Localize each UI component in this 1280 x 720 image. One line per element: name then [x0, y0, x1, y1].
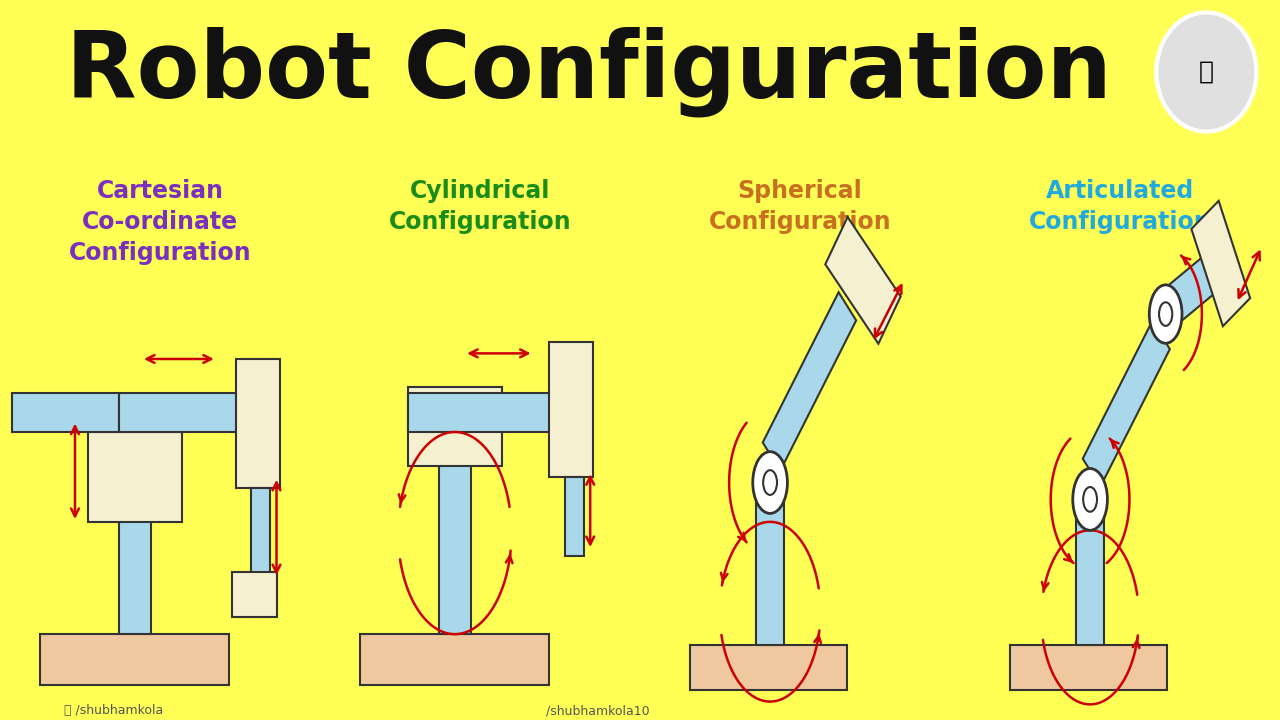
Circle shape — [1156, 12, 1257, 132]
FancyBboxPatch shape — [756, 488, 785, 645]
FancyBboxPatch shape — [12, 392, 119, 432]
Text: 🐦 /shubhamkola: 🐦 /shubhamkola — [64, 704, 164, 718]
Text: 👤: 👤 — [1199, 60, 1213, 84]
Text: Cartesian
Co-ordinate
Configuration: Cartesian Co-ordinate Configuration — [69, 179, 251, 264]
FancyBboxPatch shape — [549, 342, 594, 477]
FancyBboxPatch shape — [236, 359, 279, 488]
Text: Articulated
Configuration: Articulated Configuration — [1029, 179, 1211, 234]
FancyBboxPatch shape — [233, 572, 276, 617]
FancyBboxPatch shape — [407, 392, 571, 432]
Text: /shubhamkola10: /shubhamkola10 — [538, 704, 649, 718]
FancyBboxPatch shape — [119, 392, 261, 432]
FancyBboxPatch shape — [1076, 510, 1105, 645]
Polygon shape — [826, 217, 901, 343]
Circle shape — [1073, 469, 1107, 530]
Polygon shape — [1152, 235, 1239, 337]
FancyBboxPatch shape — [690, 645, 847, 690]
FancyBboxPatch shape — [361, 634, 549, 685]
FancyBboxPatch shape — [564, 477, 584, 556]
FancyBboxPatch shape — [119, 432, 151, 634]
Text: Robot Configuration: Robot Configuration — [67, 27, 1111, 117]
Text: Spherical
Configuration: Spherical Configuration — [709, 179, 891, 234]
Circle shape — [753, 451, 787, 513]
FancyBboxPatch shape — [251, 488, 270, 578]
Text: Cylindrical
Configuration: Cylindrical Configuration — [389, 179, 571, 234]
FancyBboxPatch shape — [87, 432, 182, 522]
FancyBboxPatch shape — [41, 634, 229, 685]
Polygon shape — [1192, 201, 1251, 326]
Circle shape — [763, 470, 777, 495]
Polygon shape — [763, 292, 856, 471]
Circle shape — [1083, 487, 1097, 512]
Circle shape — [1160, 302, 1172, 326]
FancyBboxPatch shape — [439, 398, 471, 634]
Polygon shape — [1083, 321, 1170, 487]
FancyBboxPatch shape — [407, 387, 502, 466]
Circle shape — [1149, 285, 1181, 343]
FancyBboxPatch shape — [1010, 645, 1167, 690]
